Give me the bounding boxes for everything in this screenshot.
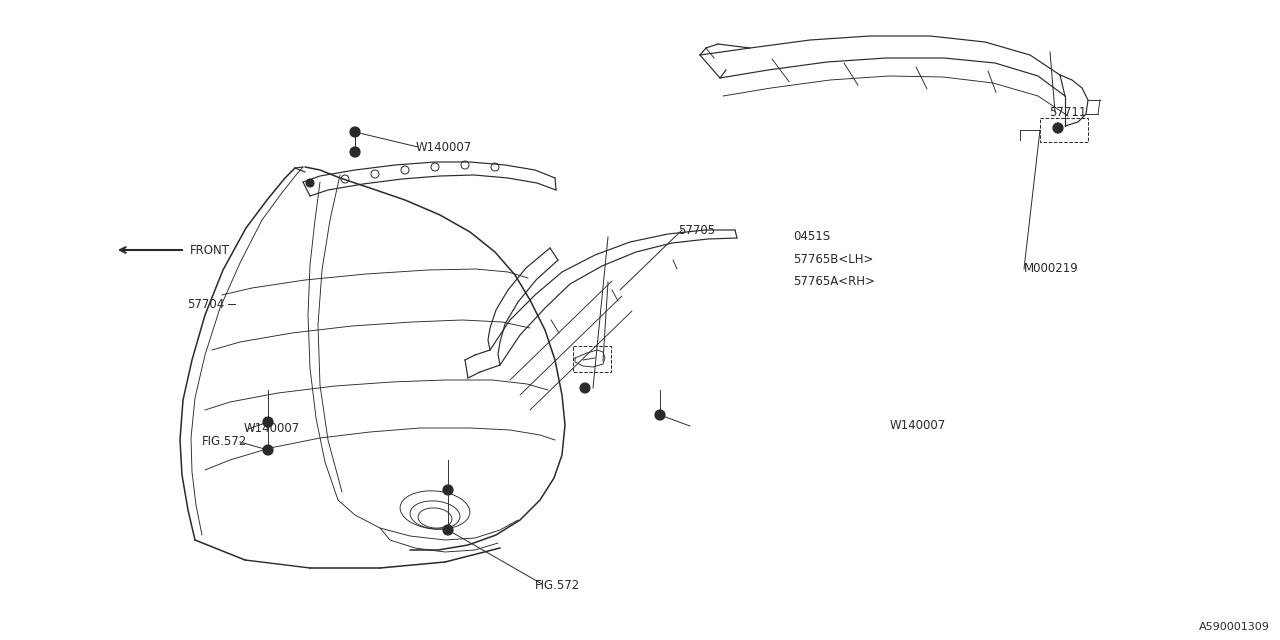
Circle shape [445,527,451,532]
Text: A590001309: A590001309 [1199,622,1270,632]
Circle shape [352,150,357,154]
Circle shape [265,447,270,452]
Circle shape [443,485,453,495]
Circle shape [308,181,312,185]
Text: 57705: 57705 [678,224,716,237]
Bar [1039,118,1088,142]
Bar [573,346,611,372]
Text: W140007: W140007 [243,422,300,435]
Circle shape [262,445,273,455]
Text: W140007: W140007 [416,141,472,154]
Text: 57765A<RH>: 57765A<RH> [794,275,876,288]
Circle shape [351,128,358,136]
Circle shape [1056,125,1061,131]
Text: FIG.572: FIG.572 [535,579,580,592]
Text: FRONT: FRONT [189,243,230,257]
Text: FIG.572: FIG.572 [202,435,247,448]
Circle shape [349,147,360,157]
Circle shape [306,179,314,187]
Text: 57704: 57704 [187,298,224,310]
Circle shape [443,525,453,535]
Circle shape [353,130,357,134]
Text: 57765B<LH>: 57765B<LH> [794,253,874,266]
Circle shape [658,413,663,417]
Circle shape [352,129,357,134]
Circle shape [580,383,590,393]
Circle shape [262,417,273,427]
Text: M000219: M000219 [1024,262,1079,275]
Circle shape [265,419,270,424]
Circle shape [349,127,360,137]
Circle shape [445,488,451,493]
Text: 0451S: 0451S [794,230,831,243]
Text: 57711: 57711 [1050,106,1087,118]
Text: W140007: W140007 [890,419,946,432]
Circle shape [582,385,588,390]
Circle shape [1053,123,1062,133]
Circle shape [655,410,666,420]
